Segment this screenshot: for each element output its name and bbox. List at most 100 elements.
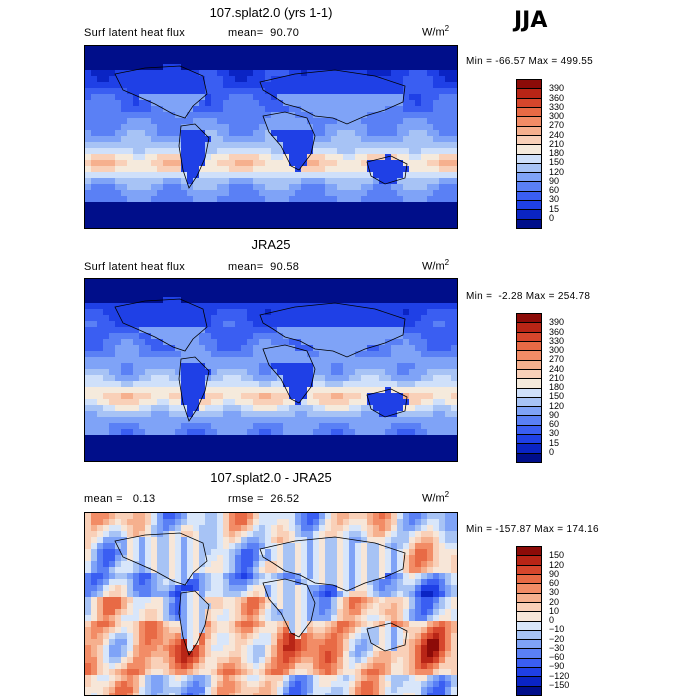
field-cell <box>211 124 218 131</box>
field-cell <box>295 226 302 228</box>
field-cell <box>445 561 452 568</box>
field-cell <box>325 435 332 442</box>
field-cell <box>283 369 290 376</box>
field-cell <box>307 88 314 95</box>
field-cell <box>415 417 422 424</box>
field-cell <box>313 399 320 406</box>
coastline <box>262 344 316 404</box>
field-cell <box>85 46 92 53</box>
field-cell <box>343 513 350 520</box>
field-cell <box>433 64 440 71</box>
field-cell <box>355 154 362 161</box>
field-cell <box>409 603 416 610</box>
field-cell <box>301 459 308 461</box>
field-cell <box>103 297 110 304</box>
field-cell <box>151 70 158 77</box>
field-cell <box>97 585 104 592</box>
field-cell <box>175 148 182 155</box>
field-cell <box>151 106 158 113</box>
field-cell <box>409 417 416 424</box>
field-cell <box>361 375 368 382</box>
field-cell <box>163 58 170 65</box>
field-cell <box>403 220 410 227</box>
field-cell <box>235 423 242 430</box>
field-cell <box>415 279 422 286</box>
field-cell <box>229 94 236 101</box>
field-cell <box>169 100 176 107</box>
field-cell <box>385 513 392 520</box>
field-cell <box>445 297 452 304</box>
coastline <box>178 356 210 422</box>
field-cell <box>409 291 416 298</box>
field-cell <box>205 369 212 376</box>
field-cell <box>427 369 434 376</box>
field-cell <box>331 297 338 304</box>
field-cell <box>295 190 302 197</box>
field-cell <box>205 118 212 125</box>
field-cell <box>331 339 338 346</box>
field-cell <box>445 202 452 209</box>
field-cell <box>277 411 284 418</box>
field-cell <box>181 399 188 406</box>
field-cell <box>193 172 200 179</box>
field-cell <box>271 154 278 161</box>
field-cell <box>115 459 122 461</box>
field-cell <box>307 531 314 538</box>
field-cell <box>97 184 104 191</box>
field-cell <box>151 178 158 185</box>
field-cell <box>343 417 350 424</box>
field-cell <box>205 387 212 394</box>
field-cell <box>379 393 386 400</box>
field-cell <box>115 64 122 71</box>
field-cell <box>271 333 278 340</box>
field-cell <box>151 351 158 358</box>
field-cell <box>229 124 236 131</box>
field-cell <box>127 591 134 598</box>
field-cell <box>247 184 254 191</box>
field-cell <box>427 70 434 77</box>
field-cell <box>433 118 440 125</box>
field-cell <box>295 46 302 53</box>
field-cell <box>379 136 386 143</box>
field-cell <box>427 567 434 574</box>
field-cell <box>277 387 284 394</box>
field-cell <box>247 345 254 352</box>
field-cell <box>439 64 446 71</box>
field-cell <box>439 597 446 604</box>
field-cell <box>103 453 110 460</box>
field-cell <box>277 579 284 586</box>
field-cell <box>217 369 224 376</box>
field-cell <box>313 94 320 101</box>
field-cell <box>397 309 404 316</box>
field-cell <box>91 190 98 197</box>
field-cell <box>247 112 254 119</box>
field-cell <box>217 46 224 53</box>
field-cell <box>343 537 350 544</box>
field-cell <box>211 220 218 227</box>
colorbar-tick-label: 240 <box>549 363 565 374</box>
field-cell <box>97 148 104 155</box>
field-cell <box>235 435 242 442</box>
field-cell <box>133 525 140 532</box>
field-cell <box>325 196 332 203</box>
field-cell <box>355 148 362 155</box>
field-cell <box>91 184 98 191</box>
field-cell <box>319 214 326 221</box>
field-cell <box>235 609 242 616</box>
field-cell <box>283 579 290 586</box>
field-cell <box>445 591 452 598</box>
field-cell <box>133 453 140 460</box>
field-cell <box>163 447 170 454</box>
field-cell <box>157 166 164 173</box>
field-cell <box>139 411 146 418</box>
field-cell <box>439 106 446 113</box>
field-cell <box>403 172 410 179</box>
field-cell <box>157 609 164 616</box>
field-cell <box>295 357 302 364</box>
field-cell <box>157 435 164 442</box>
field-cell <box>259 172 266 179</box>
field-cell <box>115 118 122 125</box>
field-cell <box>157 369 164 376</box>
field-cell <box>427 561 434 568</box>
field-cell <box>169 459 176 461</box>
